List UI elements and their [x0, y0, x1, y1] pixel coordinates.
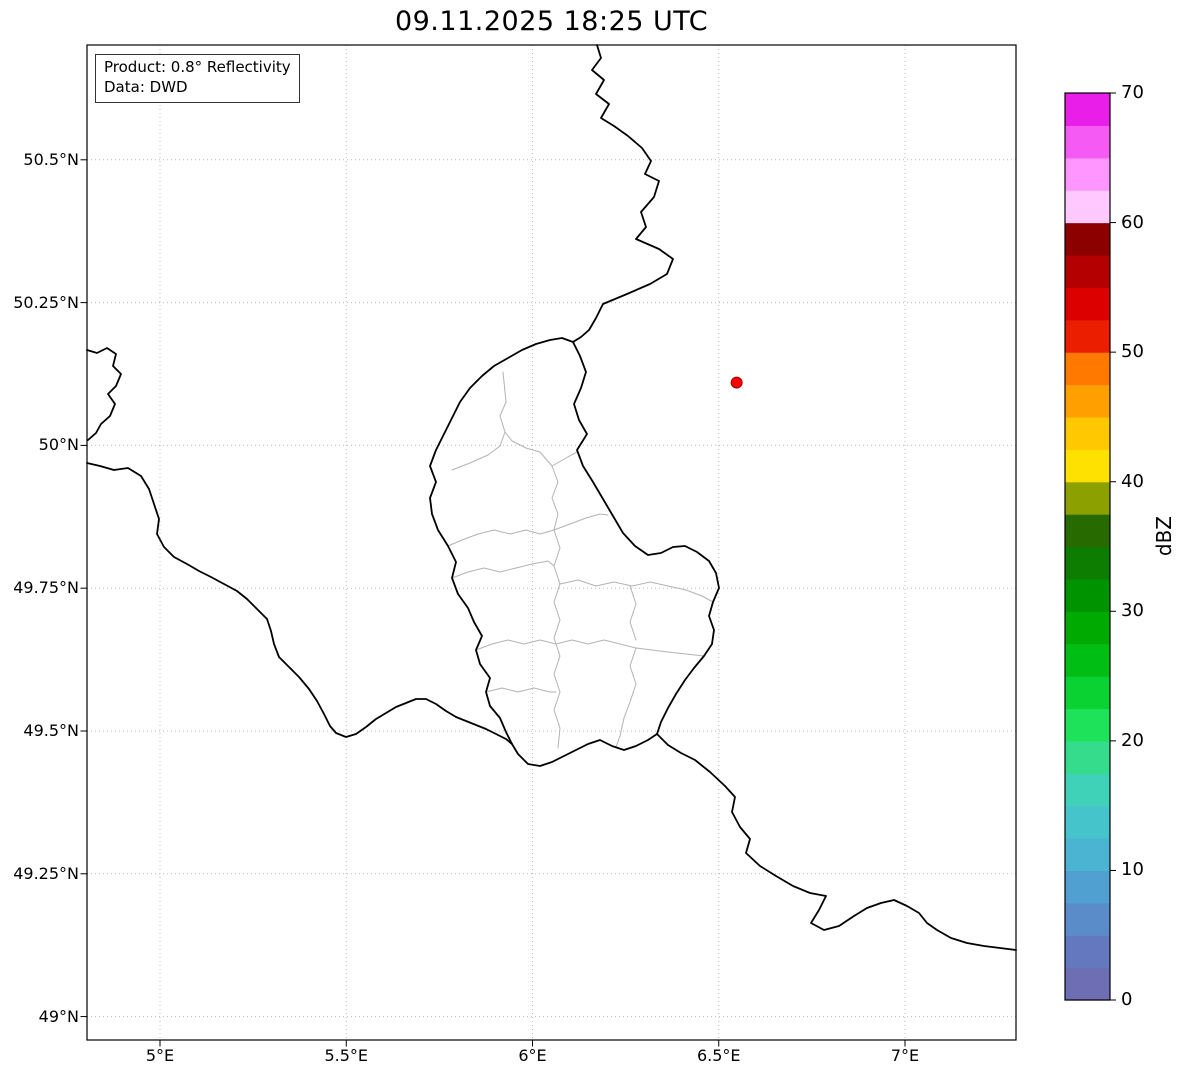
country-border-path	[572, 44, 674, 343]
colorbar-swatch	[1065, 254, 1110, 288]
data-source-line: Data: DWD	[104, 77, 188, 96]
product-info-line: Product: 0.8° Reflectivity	[104, 58, 291, 76]
district-border-path	[447, 529, 555, 547]
product-info-box: Product: 0.8° Reflectivity Data: DWD	[95, 54, 300, 103]
colorbar-tick-label: 70	[1121, 82, 1144, 103]
colorbar-swatch	[1065, 578, 1110, 612]
colorbar-frame	[1064, 92, 1111, 1001]
x-tick-label: 6.5°E	[696, 1046, 741, 1065]
x-tick-label: 6°E	[518, 1046, 547, 1065]
district-border-path	[551, 465, 609, 531]
district-border-path	[553, 619, 561, 749]
country-border-path	[656, 733, 1017, 951]
radar-site-marker	[730, 376, 743, 389]
district-border-path	[499, 371, 507, 433]
country-border-path	[429, 337, 720, 767]
colorbar-tick-label: 10	[1121, 859, 1144, 881]
colorbar-swatch	[1065, 416, 1110, 450]
colorbar-swatch	[1065, 773, 1110, 807]
y-tick-label: 50°N	[38, 435, 79, 455]
colorbar-swatch	[1065, 870, 1110, 904]
colorbar-tick-label: 60	[1121, 211, 1144, 233]
x-tick-label: 7°E	[890, 1046, 920, 1065]
district-border-path	[451, 431, 578, 471]
colorbar-swatch	[1065, 611, 1110, 645]
x-tick-label: 5°E	[145, 1046, 175, 1065]
colorbar-swatch	[1065, 902, 1110, 936]
colorbar-swatch	[1065, 319, 1110, 353]
colorbar-tick-label: 50	[1121, 341, 1144, 363]
y-tick-label: 49°N	[38, 1006, 79, 1026]
district-border-path	[553, 529, 561, 621]
x-tick-label: 5.5°E	[324, 1046, 369, 1065]
colorbar-swatch	[1065, 805, 1110, 839]
colorbar-swatch	[1065, 708, 1110, 742]
district-border-path	[559, 579, 714, 603]
colorbar-tick-label: 0	[1121, 989, 1133, 1010]
district-border-path	[451, 560, 555, 579]
colorbar-swatch	[1065, 740, 1110, 774]
district-border-path	[615, 585, 637, 748]
country-border-path	[86, 462, 513, 745]
colorbar-swatch	[1065, 287, 1110, 321]
colorbar-axis-label: dBZ	[1152, 516, 1176, 557]
colorbar-swatch	[1065, 125, 1110, 159]
colorbar-tick-label: 20	[1121, 729, 1144, 751]
colorbar-swatch	[1065, 157, 1110, 191]
colorbar-swatch	[1065, 676, 1110, 710]
plot-frame	[86, 44, 1017, 1041]
colorbar-swatch	[1065, 643, 1110, 677]
y-tick-label: 50.5°N	[23, 149, 79, 169]
figure-title: 09.11.2025 18:25 UTC	[394, 6, 709, 37]
y-tick-label: 50.25°N	[13, 292, 79, 312]
colorbar-swatch	[1065, 190, 1110, 224]
colorbar-swatch	[1065, 352, 1110, 386]
colorbar-tick-label: 30	[1121, 600, 1144, 622]
colorbar-swatch	[1065, 222, 1110, 256]
district-border-path	[485, 687, 557, 693]
colorbar-swatch	[1065, 481, 1110, 515]
colorbar-swatch	[1065, 384, 1110, 418]
colorbar-swatch	[1065, 449, 1110, 483]
colorbar-swatch	[1065, 514, 1110, 548]
y-tick-label: 49.25°N	[13, 863, 79, 883]
y-tick-label: 49.5°N	[23, 720, 79, 740]
colorbar-swatch	[1065, 93, 1110, 126]
colorbar-tick-label: 40	[1121, 470, 1144, 492]
country-border-path	[86, 347, 122, 441]
colorbar-swatch	[1065, 546, 1110, 580]
district-border-path	[475, 639, 705, 657]
y-tick-label: 49.75°N	[13, 578, 79, 598]
colorbar-swatch	[1065, 967, 1110, 1001]
colorbar-swatch	[1065, 935, 1110, 969]
colorbar-swatch	[1065, 838, 1110, 872]
